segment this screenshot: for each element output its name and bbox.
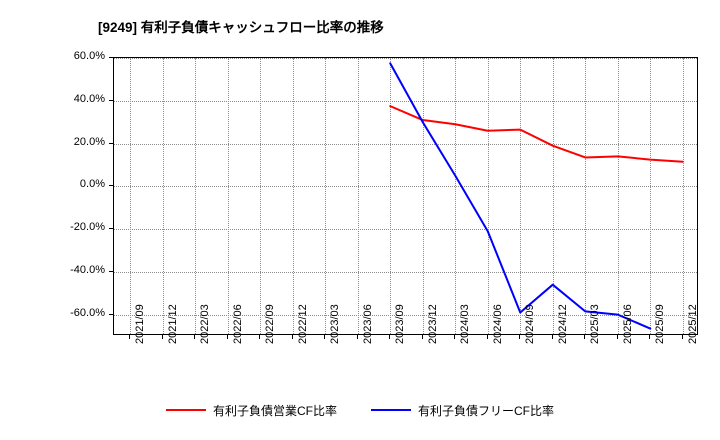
y-axis-tick-mark — [109, 99, 113, 101]
x-axis-tick-label: 2024/06 — [491, 304, 504, 344]
gridline-horizontal — [114, 143, 697, 145]
legend-color-swatch — [371, 409, 411, 411]
legend-color-swatch — [166, 409, 206, 411]
x-axis-tick-label: 2023/09 — [394, 304, 407, 344]
y-axis-tick-label: 60.0% — [73, 50, 105, 62]
x-axis-tick-mark — [389, 335, 391, 339]
gridline-horizontal — [114, 229, 697, 231]
gridline-vertical — [617, 58, 619, 334]
x-axis-tick-label: 2024/12 — [556, 304, 569, 344]
x-axis-tick-label: 2023/03 — [329, 304, 342, 344]
y-axis-tick-label: -60.0% — [70, 306, 105, 319]
y-axis-tick-mark — [109, 185, 113, 187]
gridline-vertical — [292, 58, 294, 334]
x-axis-tick-label: 2025/09 — [654, 304, 667, 344]
legend-label: 有利子負債フリーCF比率 — [418, 403, 554, 418]
page-title: [9249] 有利子負債キャッシュフロー比率の推移 — [98, 20, 384, 35]
gridline-vertical — [422, 58, 424, 334]
x-axis-tick-label: 2025/06 — [621, 304, 634, 344]
x-axis-tick-mark — [324, 335, 326, 339]
y-axis-tick-label: -20.0% — [70, 221, 105, 234]
x-axis-tick-mark — [649, 335, 651, 339]
x-axis-tick-mark — [551, 335, 553, 339]
gridline-vertical — [260, 58, 262, 334]
x-axis-tick-label: 2025/12 — [686, 304, 699, 344]
legend-item[interactable]: 有利子負債営業CF比率 — [166, 402, 337, 419]
gridline-vertical — [552, 58, 554, 334]
gridline-vertical — [195, 58, 197, 334]
x-axis-tick-mark — [681, 335, 683, 339]
gridline-vertical — [162, 58, 164, 334]
y-axis-tick-mark — [109, 228, 113, 230]
legend-item[interactable]: 有利子負債フリーCF比率 — [371, 402, 554, 419]
x-axis-tick-mark — [129, 335, 131, 339]
x-axis-tick-mark — [519, 335, 521, 339]
x-axis-tick-mark — [291, 335, 293, 339]
x-axis-tick-label: 2022/03 — [199, 304, 212, 344]
legend-label: 有利子負債営業CF比率 — [213, 403, 337, 418]
y-axis-tick-label: 20.0% — [73, 135, 105, 148]
x-axis-tick-mark — [161, 335, 163, 339]
series-line — [389, 62, 652, 330]
x-axis-tick-mark — [356, 335, 358, 339]
gridline-horizontal — [114, 314, 697, 316]
series-lines — [389, 62, 684, 330]
gridline-vertical — [650, 58, 652, 334]
gridline-horizontal — [114, 58, 697, 59]
x-axis-tick-label: 2023/06 — [361, 304, 374, 344]
gridline-vertical — [130, 58, 132, 334]
gridline-horizontal — [114, 186, 697, 188]
chart-legend: 有利子負債営業CF比率 有利子負債フリーCF比率 — [0, 400, 720, 420]
x-axis-tick-label: 2025/03 — [589, 304, 602, 344]
x-axis-tick-mark — [226, 335, 228, 339]
gridline-vertical — [227, 58, 229, 334]
x-axis-tick-mark — [486, 335, 488, 339]
gridline-vertical — [455, 58, 457, 334]
x-axis-tick-mark — [454, 335, 456, 339]
y-axis-tick-mark — [109, 57, 113, 58]
x-axis-tick-label: 2022/06 — [231, 304, 244, 344]
x-axis-tick-label: 2021/09 — [134, 304, 147, 344]
y-axis-tick-mark — [109, 142, 113, 144]
x-axis-tick-mark — [259, 335, 261, 339]
series-line — [389, 105, 684, 163]
gridline-horizontal — [114, 271, 697, 273]
x-axis-tick-label: 2022/09 — [264, 304, 277, 344]
x-axis-tick-label: 2024/09 — [524, 304, 537, 344]
y-axis-tick-label: 0.0% — [79, 178, 105, 191]
x-axis-tick-label: 2024/03 — [459, 304, 472, 344]
y-axis-tick-label: 40.0% — [73, 92, 105, 105]
y-axis-tick-mark — [109, 270, 113, 272]
gridline-horizontal — [114, 100, 697, 102]
x-axis-tick-label: 2022/12 — [296, 304, 309, 344]
x-axis-tick-mark — [616, 335, 618, 339]
x-axis-tick-mark — [421, 335, 423, 339]
gridline-vertical — [520, 58, 522, 334]
gridline-vertical — [487, 58, 489, 334]
gridline-vertical — [325, 58, 327, 334]
gridline-vertical — [585, 58, 587, 334]
y-axis-tick-mark — [109, 313, 113, 315]
x-axis-tick-mark — [194, 335, 196, 339]
x-axis-tick-label: 2021/12 — [166, 304, 179, 344]
gridline-vertical — [682, 58, 684, 334]
x-axis-tick-label: 2023/12 — [426, 304, 439, 344]
x-axis-tick-mark — [584, 335, 586, 339]
plot-area — [113, 57, 698, 335]
gridline-vertical — [390, 58, 392, 334]
y-axis-tick-label: -40.0% — [70, 263, 105, 276]
gridline-vertical — [357, 58, 359, 334]
